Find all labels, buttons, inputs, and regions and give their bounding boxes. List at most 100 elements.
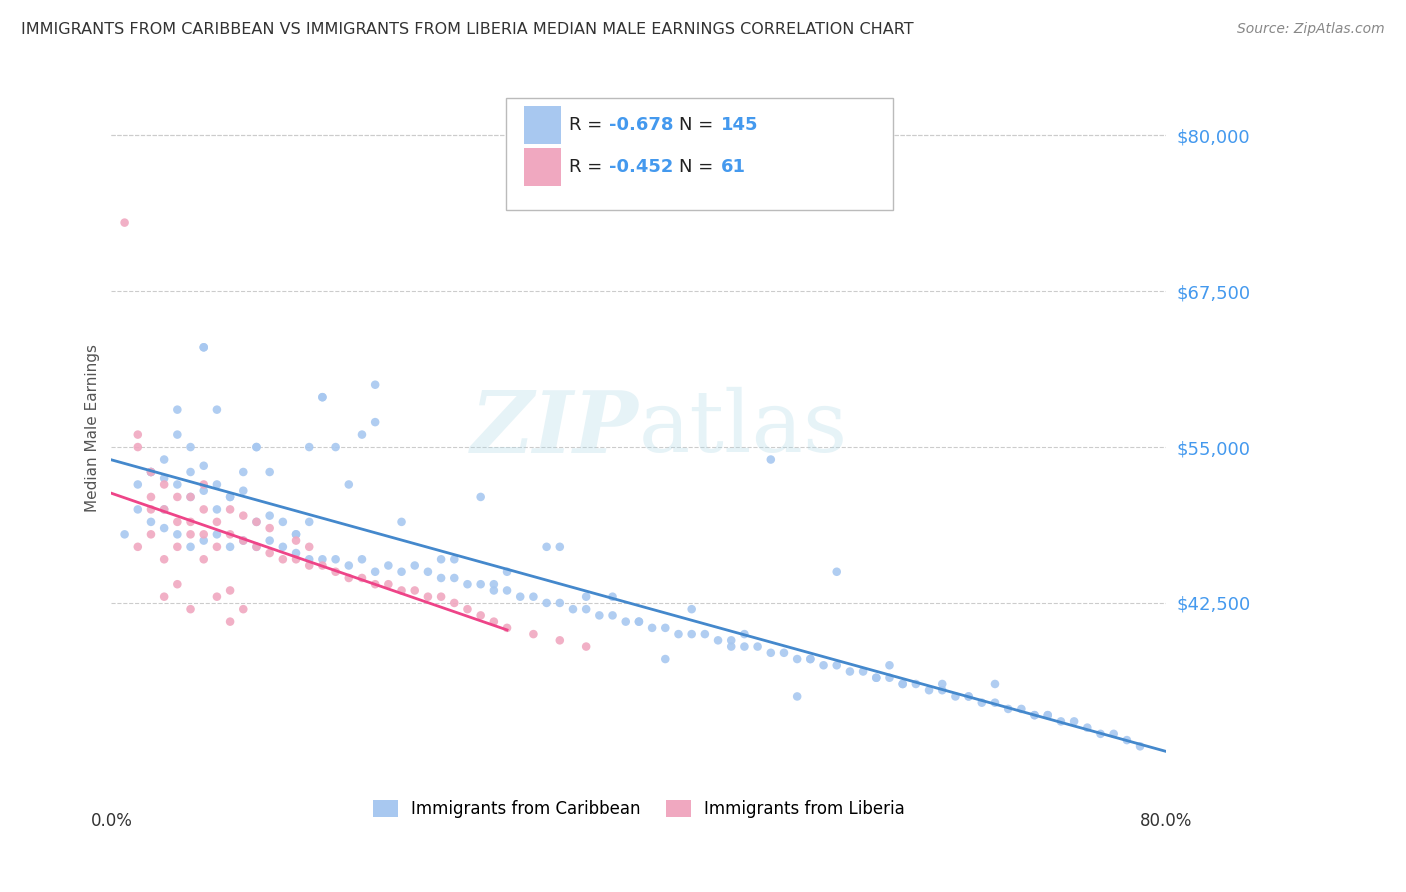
Point [668, 627, 690, 641]
Point [416, 590, 439, 604]
Point [536, 540, 558, 554]
Text: 145: 145 [721, 116, 759, 134]
Point [377, 558, 399, 573]
Point [311, 552, 333, 566]
Point [1102, 727, 1125, 741]
Point [245, 440, 267, 454]
Legend: Immigrants from Caribbean, Immigrants from Liberia: Immigrants from Caribbean, Immigrants fr… [367, 794, 911, 825]
Point [786, 690, 808, 704]
Point [193, 552, 215, 566]
Point [470, 577, 492, 591]
Point [852, 665, 875, 679]
Point [166, 527, 188, 541]
Point [271, 540, 294, 554]
Point [127, 427, 149, 442]
Point [205, 527, 228, 541]
Point [139, 515, 162, 529]
Point [245, 515, 267, 529]
Point [350, 571, 373, 585]
Point [391, 565, 413, 579]
Point [747, 640, 769, 654]
Point [1024, 708, 1046, 723]
Point [1115, 733, 1137, 747]
Point [1129, 739, 1152, 754]
Point [548, 596, 571, 610]
Point [298, 552, 321, 566]
Point [825, 565, 848, 579]
Text: 0.0%: 0.0% [90, 812, 132, 830]
Point [193, 483, 215, 498]
Text: N =: N = [679, 158, 718, 176]
Point [127, 540, 149, 554]
Point [127, 477, 149, 491]
Point [153, 552, 176, 566]
Point [232, 465, 254, 479]
Point [193, 340, 215, 354]
Point [364, 415, 387, 429]
Point [522, 590, 544, 604]
Point [139, 465, 162, 479]
Point [865, 671, 887, 685]
Point [245, 540, 267, 554]
Point [364, 577, 387, 591]
Point [614, 615, 637, 629]
Point [1036, 708, 1059, 723]
Point [232, 602, 254, 616]
Point [285, 552, 308, 566]
Point [219, 527, 242, 541]
Point [1076, 721, 1098, 735]
Point [1024, 708, 1046, 723]
Point [298, 440, 321, 454]
Point [404, 558, 426, 573]
Point [997, 702, 1019, 716]
Point [325, 552, 347, 566]
Point [139, 465, 162, 479]
Point [759, 452, 782, 467]
Point [166, 427, 188, 442]
Point [298, 540, 321, 554]
Point [337, 477, 360, 491]
Point [536, 596, 558, 610]
Point [443, 571, 465, 585]
Text: atlas: atlas [638, 387, 848, 470]
Point [654, 621, 676, 635]
Point [193, 458, 215, 473]
Point [430, 590, 453, 604]
Point [259, 465, 281, 479]
Point [153, 502, 176, 516]
Point [259, 521, 281, 535]
Point [193, 527, 215, 541]
Point [205, 402, 228, 417]
Point [970, 696, 993, 710]
Point [259, 533, 281, 548]
Point [180, 602, 202, 616]
Point [180, 540, 202, 554]
Point [180, 465, 202, 479]
Point [325, 565, 347, 579]
Point [496, 621, 519, 635]
Point [153, 471, 176, 485]
Point [957, 690, 980, 704]
Point [759, 646, 782, 660]
Point [984, 677, 1007, 691]
Point [139, 502, 162, 516]
Point [707, 633, 730, 648]
Point [245, 540, 267, 554]
Point [153, 452, 176, 467]
Point [891, 677, 914, 691]
Point [733, 627, 755, 641]
Point [285, 527, 308, 541]
Point [166, 515, 188, 529]
Point [311, 390, 333, 404]
Point [193, 477, 215, 491]
Text: R =: R = [569, 158, 609, 176]
Point [825, 658, 848, 673]
Point [548, 540, 571, 554]
Text: -0.678: -0.678 [609, 116, 673, 134]
Point [153, 590, 176, 604]
Point [522, 627, 544, 641]
Point [496, 583, 519, 598]
Point [285, 527, 308, 541]
Point [205, 590, 228, 604]
Point [139, 490, 162, 504]
